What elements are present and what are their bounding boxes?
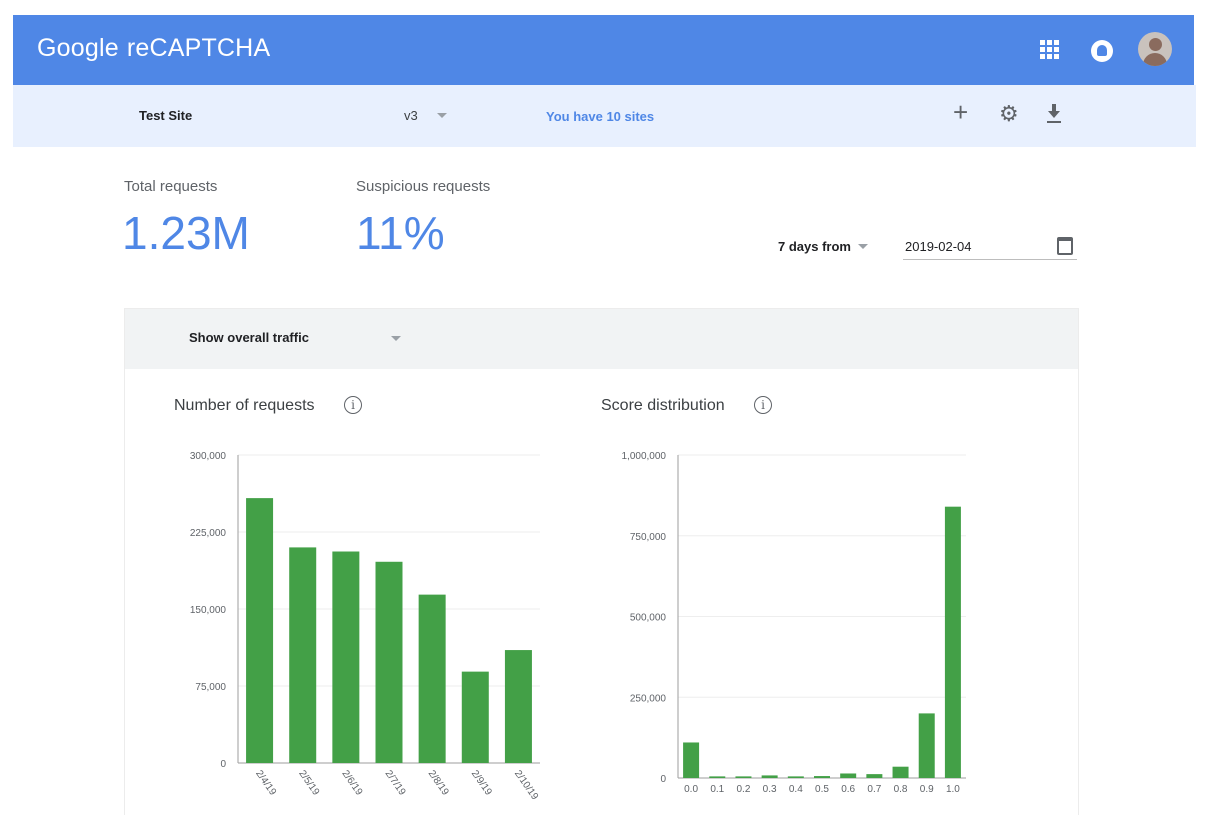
requests-bar	[418, 594, 446, 763]
score-bar	[683, 742, 700, 778]
info-icon[interactable]: i	[344, 396, 362, 414]
requests-ytick-label: 225,000	[190, 528, 227, 539]
score-xtick-label: 0.7	[867, 784, 881, 795]
app-bar: Google reCAPTCHA	[13, 15, 1194, 85]
requests-xtick-label: 2/9/19	[469, 768, 494, 797]
score-bar	[709, 776, 726, 778]
site-bar: Test Site v3 You have 10 sites + ⚙	[13, 85, 1196, 147]
traffic-filter-bar: Show overall traffic	[125, 309, 1078, 369]
info-icon[interactable]: i	[754, 396, 772, 414]
requests-ytick-label: 0	[220, 759, 226, 770]
score-ytick-label: 250,000	[630, 693, 667, 704]
score-ytick-label: 0	[660, 774, 666, 785]
requests-chart: 0 75,000 150,000 225,000 300,000 2/4/19 2/5/19…	[190, 451, 541, 802]
avatar[interactable]	[1138, 32, 1172, 66]
score-chart-title: Score distribution	[601, 397, 725, 414]
requests-ytick-label: 300,000	[190, 451, 227, 462]
score-xtick-label: 0.3	[763, 784, 777, 795]
chevron-down-icon[interactable]	[858, 244, 868, 249]
requests-xtick-label: 2/5/19	[296, 768, 321, 797]
sites-link[interactable]: You have 10 sites	[546, 109, 655, 124]
score-bar	[918, 713, 935, 778]
requests-xtick-label: 2/10/19	[512, 768, 540, 802]
suspicious-requests-label: Suspicious requests	[356, 178, 491, 195]
suspicious-requests-value: 11%	[356, 207, 445, 259]
score-xtick-label: 0.0	[684, 784, 698, 795]
score-xtick-label: 0.9	[920, 784, 934, 795]
requests-ytick-label: 150,000	[190, 605, 227, 616]
total-requests-value: 1.23M	[122, 207, 250, 259]
version-select[interactable]: v3	[404, 108, 418, 123]
gear-icon[interactable]: ⚙	[999, 101, 1019, 126]
score-xtick-label: 0.8	[894, 784, 908, 795]
score-xtick-label: 0.4	[789, 784, 803, 795]
requests-bar	[504, 650, 532, 763]
traffic-filter-select[interactable]: Show overall traffic	[189, 330, 309, 345]
score-ytick-label: 500,000	[630, 613, 667, 624]
chevron-down-icon[interactable]	[391, 336, 401, 341]
chevron-down-icon[interactable]	[437, 113, 447, 118]
requests-xtick-label: 2/7/19	[383, 768, 408, 797]
score-bar	[944, 506, 961, 778]
score-xtick-label: 0.5	[815, 784, 829, 795]
brand-logo[interactable]: Google reCAPTCHA	[37, 34, 270, 63]
score-xtick-label: 0.6	[841, 784, 855, 795]
score-xtick-label: 0.1	[710, 784, 724, 795]
score-bar	[761, 775, 778, 778]
requests-bar	[332, 551, 360, 763]
score-ytick-label: 1,000,000	[622, 451, 667, 462]
date-value: 2019-02-04	[905, 239, 972, 254]
apps-icon[interactable]	[1040, 40, 1059, 59]
product-name: reCAPTCHA	[126, 34, 271, 62]
download-icon[interactable]	[1046, 104, 1062, 124]
score-xtick-label: 0.2	[737, 784, 751, 795]
score-bar	[840, 773, 857, 778]
requests-xtick-label: 2/6/19	[339, 768, 364, 797]
score-ytick-label: 750,000	[630, 532, 667, 543]
requests-xtick-label: 2/4/19	[253, 768, 278, 797]
plus-icon[interactable]: +	[953, 97, 969, 127]
score-bar	[787, 776, 804, 778]
requests-bar	[375, 561, 403, 763]
total-requests-label: Total requests	[124, 178, 218, 195]
score-chart: 0 250,000 500,000 750,000 1,000,000 0.0 0.1 0.2…	[622, 451, 966, 795]
calendar-icon[interactable]	[1057, 237, 1073, 255]
score-bar	[735, 776, 752, 778]
score-bar	[866, 774, 883, 778]
requests-ytick-label: 75,000	[195, 682, 226, 693]
requests-bar	[246, 498, 274, 763]
google-wordmark: Google	[37, 34, 119, 62]
score-bar	[892, 766, 909, 778]
score-xtick-label: 1.0	[946, 784, 960, 795]
requests-bar	[289, 547, 317, 763]
score-bar	[814, 776, 830, 778]
requests-bar	[461, 671, 489, 763]
requests-chart-title: Number of requests	[174, 397, 315, 414]
date-field[interactable]: 2019-02-04	[903, 235, 1077, 260]
range-select[interactable]: 7 days from	[778, 239, 851, 254]
site-name[interactable]: Test Site	[139, 108, 193, 123]
traffic-card: Show overall traffic Number of requests …	[124, 308, 1079, 815]
requests-xtick-label: 2/8/19	[426, 768, 451, 797]
notifications-icon[interactable]	[1091, 40, 1113, 62]
